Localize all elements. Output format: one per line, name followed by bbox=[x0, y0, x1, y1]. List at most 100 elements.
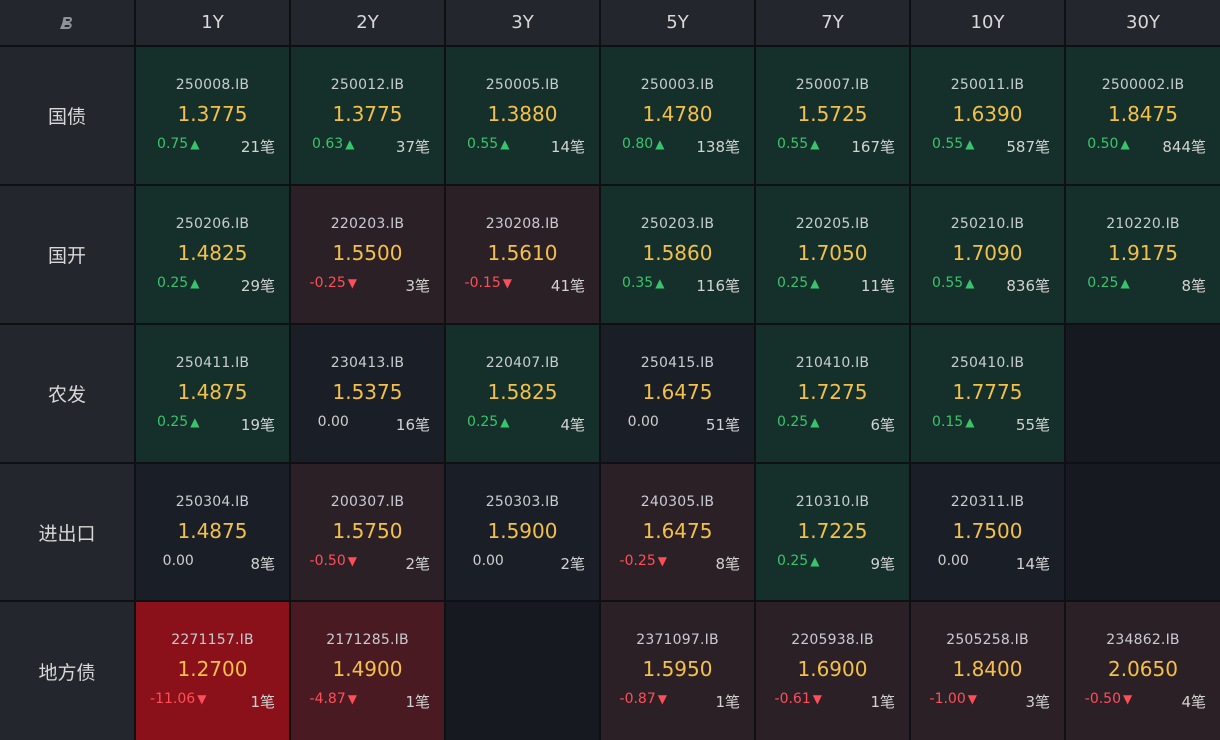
quote-cell[interactable]: 220203.IB 1.5500 -0.25 ▼ 3笔 bbox=[291, 186, 444, 323]
trade-count: 6笔 bbox=[870, 416, 895, 434]
quote-cell[interactable]: 2171285.IB 1.4900 -4.87 ▼ 1笔 bbox=[291, 602, 444, 740]
yield-value: 1.4875 bbox=[177, 519, 248, 543]
triangle-up-icon: ▲ bbox=[810, 554, 820, 568]
bond-code: 250411.IB bbox=[175, 355, 250, 371]
yield-change: 0.55 ▲ bbox=[911, 275, 988, 291]
quote-cell[interactable]: 240305.IB 1.6475 -0.25 ▼ 8笔 bbox=[601, 464, 754, 600]
quote-cell[interactable]: 250210.IB 1.7090 0.55 ▲ 836笔 bbox=[911, 186, 1064, 323]
yield-value: 1.9175 bbox=[1108, 241, 1178, 265]
bond-code: 2205938.IB bbox=[791, 632, 874, 648]
row-header[interactable]: 国债 bbox=[0, 47, 134, 184]
change-value: -0.61 bbox=[774, 691, 811, 707]
yield-change: -0.15 ▼ bbox=[446, 275, 523, 291]
quote-cell[interactable]: 234862.IB 2.0650 -0.50 ▼ 4笔 bbox=[1066, 602, 1220, 740]
quote-cell[interactable]: 250206.IB 1.4825 0.25 ▲ 29笔 bbox=[136, 186, 289, 323]
yield-value: 1.6900 bbox=[797, 657, 868, 681]
bond-code: 250304.IB bbox=[175, 494, 250, 510]
quote-cell[interactable]: 220311.IB 1.7500 0.00 14笔 bbox=[911, 464, 1064, 600]
change-value: 0.55 bbox=[932, 136, 964, 152]
triangle-up-icon: ▲ bbox=[1120, 276, 1130, 290]
change-value: -0.50 bbox=[1084, 691, 1121, 707]
quote-cell[interactable]: 250012.IB 1.3775 0.63 ▲ 37笔 bbox=[291, 47, 444, 184]
bond-code: 250210.IB bbox=[950, 216, 1025, 232]
row-header[interactable]: 农发 bbox=[0, 325, 134, 462]
triangle-down-icon: ▼ bbox=[347, 692, 357, 706]
row-header[interactable]: 地方债 bbox=[0, 602, 134, 740]
bond-code: 220311.IB bbox=[950, 494, 1025, 510]
column-header-10y[interactable]: 10Y bbox=[911, 0, 1064, 45]
quote-cell[interactable]: 250003.IB 1.4780 0.80 ▲ 138笔 bbox=[601, 47, 754, 184]
quote-cell[interactable]: 2205938.IB 1.6900 -0.61 ▼ 1笔 bbox=[756, 602, 909, 740]
yield-value: 1.7275 bbox=[797, 380, 868, 404]
quote-cell[interactable]: 250304.IB 1.4875 0.00 8笔 bbox=[136, 464, 289, 600]
change-value: 0.35 bbox=[622, 275, 654, 291]
quote-cell[interactable]: 210310.IB 1.7225 0.25 ▲ 9笔 bbox=[756, 464, 909, 600]
triangle-up-icon: ▲ bbox=[190, 276, 200, 290]
bond-code: 2171285.IB bbox=[326, 632, 409, 648]
quote-cell[interactable]: 250005.IB 1.3880 0.55 ▲ 14笔 bbox=[446, 47, 599, 184]
quote-cell[interactable]: 210220.IB 1.9175 0.25 ▲ 8笔 bbox=[1066, 186, 1220, 323]
bond-code: 210410.IB bbox=[795, 355, 870, 371]
trade-count: 8笔 bbox=[250, 555, 275, 573]
change-value: 0.25 bbox=[157, 414, 189, 430]
triangle-down-icon: ▼ bbox=[657, 692, 667, 706]
column-header-3y[interactable]: 3Y bbox=[446, 0, 599, 45]
change-value: -0.87 bbox=[619, 691, 656, 707]
column-header-1y[interactable]: 1Y bbox=[136, 0, 289, 45]
yield-change: 0.55 ▲ bbox=[756, 136, 833, 152]
triangle-down-icon: ▼ bbox=[502, 276, 512, 290]
quote-cell[interactable]: 250415.IB 1.6475 0.00 51笔 bbox=[601, 325, 754, 462]
column-header-7y[interactable]: 7Y bbox=[756, 0, 909, 45]
yield-change: 0.00 bbox=[601, 414, 678, 430]
corner-logo-cell bbox=[0, 0, 134, 45]
triangle-up-icon: ▲ bbox=[1120, 137, 1130, 151]
quote-cell[interactable]: 230208.IB 1.5610 -0.15 ▼ 41笔 bbox=[446, 186, 599, 323]
quote-cell[interactable]: 250410.IB 1.7775 0.15 ▲ 55笔 bbox=[911, 325, 1064, 462]
quote-cell[interactable]: 250203.IB 1.5860 0.35 ▲ 116笔 bbox=[601, 186, 754, 323]
trade-count: 1笔 bbox=[870, 693, 895, 711]
quote-cell[interactable]: 200307.IB 1.5750 -0.50 ▼ 2笔 bbox=[291, 464, 444, 600]
change-value: -0.15 bbox=[464, 275, 501, 291]
quote-cell[interactable]: 2505258.IB 1.8400 -1.00 ▼ 3笔 bbox=[911, 602, 1064, 740]
triangle-down-icon: ▼ bbox=[347, 276, 357, 290]
bond-code: 2500002.IB bbox=[1101, 77, 1185, 93]
trade-count: 41笔 bbox=[550, 277, 585, 295]
quote-cell[interactable]: 250011.IB 1.6390 0.55 ▲ 587笔 bbox=[911, 47, 1064, 184]
quote-cell[interactable]: 250007.IB 1.5725 0.55 ▲ 167笔 bbox=[756, 47, 909, 184]
trade-count: 55笔 bbox=[1015, 416, 1050, 434]
triangle-up-icon: ▲ bbox=[965, 137, 975, 151]
trade-count: 1笔 bbox=[250, 693, 275, 711]
quote-cell[interactable]: 2371097.IB 1.5950 -0.87 ▼ 1笔 bbox=[601, 602, 754, 740]
column-header-2y[interactable]: 2Y bbox=[291, 0, 444, 45]
trade-count: 2笔 bbox=[405, 555, 430, 573]
quote-cell[interactable]: 230413.IB 1.5375 0.00 16笔 bbox=[291, 325, 444, 462]
quote-cell[interactable]: 250411.IB 1.4875 0.25 ▲ 19笔 bbox=[136, 325, 289, 462]
bond-code: 200307.IB bbox=[330, 494, 405, 510]
yield-value: 1.4875 bbox=[177, 380, 248, 404]
change-value: -0.25 bbox=[619, 553, 656, 569]
column-header-5y[interactable]: 5Y bbox=[601, 0, 754, 45]
quote-cell[interactable]: 210410.IB 1.7275 0.25 ▲ 6笔 bbox=[756, 325, 909, 462]
row-header[interactable]: 国开 bbox=[0, 186, 134, 323]
yield-value: 2.0650 bbox=[1108, 657, 1178, 681]
quote-cell[interactable]: 220205.IB 1.7050 0.25 ▲ 11笔 bbox=[756, 186, 909, 323]
yield-value: 1.5610 bbox=[487, 241, 558, 265]
yield-value: 1.7775 bbox=[952, 380, 1023, 404]
yield-value: 1.7500 bbox=[952, 519, 1023, 543]
triangle-up-icon: ▲ bbox=[345, 137, 355, 151]
trade-count: 11笔 bbox=[860, 277, 895, 295]
trade-count: 3笔 bbox=[1025, 693, 1050, 711]
quote-cell[interactable]: 250008.IB 1.3775 0.75 ▲ 21笔 bbox=[136, 47, 289, 184]
yield-value: 1.7090 bbox=[952, 241, 1023, 265]
trade-count: 51笔 bbox=[705, 416, 740, 434]
quote-cell[interactable]: 2500002.IB 1.8475 0.50 ▲ 844笔 bbox=[1066, 47, 1220, 184]
yield-value: 1.4780 bbox=[642, 102, 713, 126]
change-value: 0.00 bbox=[937, 553, 969, 569]
quote-cell[interactable]: 2271157.IB 1.2700 -11.06 ▼ 1笔 bbox=[136, 602, 289, 740]
quote-cell[interactable]: 250303.IB 1.5900 0.00 2笔 bbox=[446, 464, 599, 600]
column-header-30y[interactable]: 30Y bbox=[1066, 0, 1220, 45]
row-header[interactable]: 进出口 bbox=[0, 464, 134, 600]
yield-change: 0.25 ▲ bbox=[446, 414, 523, 430]
quote-cell[interactable]: 220407.IB 1.5825 0.25 ▲ 4笔 bbox=[446, 325, 599, 462]
yield-value: 1.5950 bbox=[642, 657, 713, 681]
